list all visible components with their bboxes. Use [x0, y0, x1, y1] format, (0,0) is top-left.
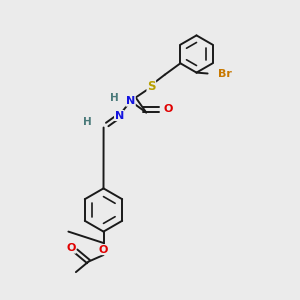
Text: S: S — [147, 80, 155, 93]
Text: N: N — [115, 110, 124, 121]
Text: Br: Br — [218, 69, 232, 79]
Text: H: H — [83, 117, 92, 127]
Text: O: O — [66, 243, 76, 253]
Text: N: N — [126, 96, 135, 106]
Text: O: O — [164, 104, 173, 114]
Text: H: H — [110, 93, 118, 103]
Text: O: O — [99, 244, 108, 255]
